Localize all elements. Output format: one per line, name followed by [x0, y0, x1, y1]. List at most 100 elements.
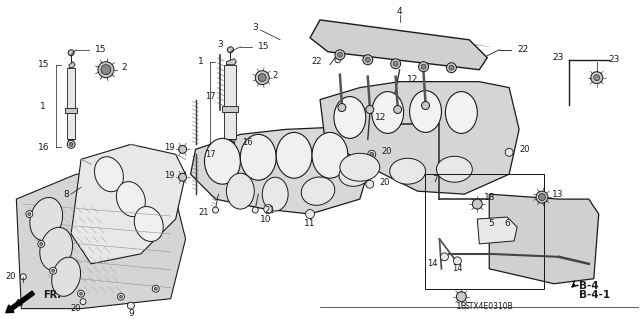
Text: 21: 21	[198, 208, 209, 217]
Text: 8: 8	[63, 189, 69, 199]
Circle shape	[368, 150, 376, 158]
Ellipse shape	[334, 97, 366, 138]
Text: 15: 15	[259, 42, 270, 51]
Text: 16: 16	[38, 143, 49, 152]
Text: 20: 20	[519, 145, 530, 154]
Circle shape	[79, 292, 83, 295]
Circle shape	[363, 55, 372, 65]
Circle shape	[505, 148, 513, 156]
Circle shape	[502, 229, 512, 239]
Circle shape	[305, 210, 314, 219]
Circle shape	[26, 211, 33, 218]
Circle shape	[68, 50, 74, 56]
Circle shape	[50, 267, 57, 274]
Polygon shape	[225, 113, 236, 139]
Circle shape	[179, 173, 187, 181]
Text: 12: 12	[375, 113, 386, 122]
Ellipse shape	[390, 158, 426, 184]
Circle shape	[228, 142, 232, 146]
Circle shape	[394, 106, 402, 114]
Text: 22: 22	[517, 45, 529, 54]
Circle shape	[422, 101, 429, 109]
Ellipse shape	[241, 134, 276, 180]
Circle shape	[101, 65, 111, 75]
Text: 20: 20	[380, 178, 390, 187]
Ellipse shape	[276, 132, 312, 178]
Polygon shape	[489, 194, 599, 284]
Polygon shape	[477, 217, 517, 244]
Circle shape	[419, 62, 429, 72]
Circle shape	[366, 180, 374, 188]
Text: 18: 18	[484, 193, 496, 202]
Circle shape	[421, 64, 426, 69]
Circle shape	[365, 57, 371, 62]
Circle shape	[20, 274, 26, 280]
Polygon shape	[191, 127, 375, 214]
Text: B-4: B-4	[579, 281, 598, 291]
Circle shape	[393, 61, 398, 66]
Circle shape	[252, 207, 259, 213]
Text: 20: 20	[381, 147, 392, 156]
Text: STX4E0310B: STX4E0310B	[465, 302, 514, 311]
Text: 15: 15	[95, 45, 106, 54]
Circle shape	[366, 106, 374, 114]
Text: FR.: FR.	[44, 290, 61, 300]
Circle shape	[594, 75, 600, 81]
Circle shape	[117, 293, 124, 300]
Polygon shape	[310, 20, 487, 70]
Circle shape	[335, 50, 345, 60]
Circle shape	[52, 269, 54, 272]
Circle shape	[338, 104, 346, 112]
Text: 1: 1	[40, 102, 45, 111]
Text: 23: 23	[552, 53, 564, 62]
Circle shape	[456, 292, 467, 302]
Circle shape	[370, 152, 374, 156]
Circle shape	[40, 242, 43, 245]
Circle shape	[80, 299, 86, 305]
Text: 17: 17	[205, 150, 216, 159]
Polygon shape	[67, 68, 75, 109]
Text: 6: 6	[504, 219, 510, 228]
Circle shape	[264, 204, 273, 213]
Circle shape	[337, 52, 342, 57]
Polygon shape	[17, 174, 186, 308]
Ellipse shape	[134, 206, 163, 241]
Polygon shape	[65, 108, 77, 114]
Text: 3: 3	[253, 23, 259, 32]
Text: 9: 9	[128, 309, 134, 318]
Text: 17: 17	[205, 92, 216, 101]
Circle shape	[476, 59, 483, 65]
Text: 10: 10	[259, 214, 271, 224]
Polygon shape	[227, 59, 236, 65]
Text: 11: 11	[304, 219, 316, 228]
Circle shape	[38, 241, 45, 248]
Ellipse shape	[445, 92, 477, 133]
Ellipse shape	[52, 257, 81, 296]
Polygon shape	[223, 106, 238, 113]
Text: 3: 3	[218, 40, 223, 49]
Text: 4: 4	[397, 7, 403, 17]
Text: 23: 23	[609, 55, 620, 64]
Text: 15: 15	[38, 60, 49, 69]
Ellipse shape	[116, 182, 145, 217]
Text: 19: 19	[164, 143, 175, 152]
Circle shape	[154, 287, 157, 290]
Ellipse shape	[312, 132, 348, 178]
Ellipse shape	[372, 92, 404, 133]
Circle shape	[67, 140, 75, 148]
Text: 12: 12	[406, 75, 418, 84]
Polygon shape	[68, 139, 74, 147]
Ellipse shape	[262, 177, 288, 211]
Circle shape	[152, 285, 159, 292]
Text: 20: 20	[71, 304, 81, 313]
Text: 20: 20	[6, 272, 17, 281]
Text: 16: 16	[243, 138, 253, 147]
Circle shape	[486, 229, 496, 239]
Circle shape	[120, 295, 122, 298]
Text: 1: 1	[198, 57, 204, 66]
Ellipse shape	[410, 91, 442, 132]
Circle shape	[449, 65, 454, 70]
FancyArrow shape	[6, 291, 35, 313]
Circle shape	[472, 199, 483, 209]
Ellipse shape	[205, 138, 241, 184]
